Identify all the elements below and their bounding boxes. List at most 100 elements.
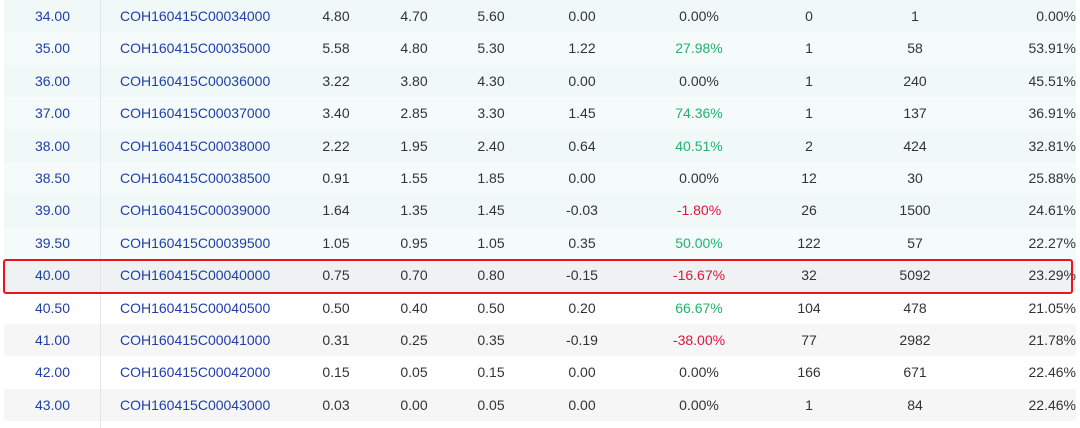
ask: 0.50 xyxy=(477,299,505,316)
volume: 166 xyxy=(797,364,821,381)
strike-link[interactable]: 34.00 xyxy=(34,8,71,24)
bid: 0.40 xyxy=(400,299,428,316)
open-interest: 57 xyxy=(907,234,923,251)
bid: 1.55 xyxy=(400,169,428,186)
percent-change: 0.00% xyxy=(679,72,719,89)
table-row: 41.00 COH160415C00041000 0.31 0.25 0.35 … xyxy=(4,323,1076,357)
bid: 0.05 xyxy=(400,364,428,381)
open-interest: 671 xyxy=(903,364,927,381)
last-price: 0.31 xyxy=(322,331,350,348)
volume: 2 xyxy=(805,137,813,154)
implied-volatility: 45.51% xyxy=(1028,72,1076,89)
percent-change: 40.51% xyxy=(675,137,723,154)
ask: 0.05 xyxy=(477,396,505,413)
change: 0.35 xyxy=(568,234,596,251)
percent-change: -38.00% xyxy=(672,331,726,348)
change: 0.00 xyxy=(568,169,596,186)
implied-volatility: 32.81% xyxy=(1028,137,1076,154)
open-interest: 58 xyxy=(907,40,923,57)
implied-volatility: 21.78% xyxy=(1028,331,1076,348)
open-interest: 137 xyxy=(903,105,927,122)
open-interest: 84 xyxy=(907,396,923,413)
contract-symbol-link[interactable]: COH160415C00039500 xyxy=(120,234,271,251)
strike-link[interactable]: 38.00 xyxy=(34,137,71,154)
table-row: 43.00 COH160415C00043000 0.03 0.00 0.05 … xyxy=(4,388,1076,422)
contract-symbol-link[interactable]: COH160415C00043000 xyxy=(120,396,271,413)
implied-volatility: 0.00% xyxy=(1036,8,1076,24)
column-divider xyxy=(100,0,101,428)
strike-link[interactable]: 39.00 xyxy=(34,202,71,219)
last-price: 0.03 xyxy=(322,396,350,413)
change: -0.15 xyxy=(566,267,598,284)
ask: 5.60 xyxy=(477,8,505,24)
change: 0.00 xyxy=(568,396,596,413)
contract-symbol-link[interactable]: COH160415C00042000 xyxy=(120,364,271,381)
volume: 104 xyxy=(797,299,821,316)
contract-symbol-link[interactable]: COH160415C00038500 xyxy=(120,169,271,186)
open-interest: 1500 xyxy=(899,202,931,219)
contract-symbol-link[interactable]: COH160415C00037000 xyxy=(120,105,271,122)
strike-link[interactable]: 35.00 xyxy=(34,40,71,57)
strike-link[interactable]: 40.50 xyxy=(34,299,71,316)
implied-volatility: 24.61% xyxy=(1028,202,1076,219)
bid: 1.95 xyxy=(400,137,428,154)
change: -0.03 xyxy=(566,202,598,219)
last-price: 2.22 xyxy=(322,137,350,154)
table-row: 38.00 COH160415C00038000 2.22 1.95 2.40 … xyxy=(4,129,1076,162)
contract-symbol-link[interactable]: COH160415C00040500 xyxy=(120,299,271,316)
strike-link[interactable]: 42.00 xyxy=(34,364,71,381)
strike-link[interactable]: 38.50 xyxy=(34,169,71,186)
contract-symbol-link[interactable]: COH160415C00034000 xyxy=(120,8,271,24)
volume: 1 xyxy=(805,105,813,122)
volume: 0 xyxy=(805,8,813,24)
contract-symbol-link[interactable]: COH160415C00038000 xyxy=(120,137,271,154)
contract-symbol-link[interactable]: COH160415C00039000 xyxy=(120,202,271,219)
bid: 2.85 xyxy=(400,105,428,122)
bid: 1.35 xyxy=(400,202,428,219)
bid: 3.80 xyxy=(400,72,428,89)
ask: 0.15 xyxy=(477,364,505,381)
percent-change: 0.00% xyxy=(679,169,719,186)
last-price: 5.58 xyxy=(322,40,350,57)
contract-symbol-link[interactable]: COH160415C00041000 xyxy=(120,331,271,348)
last-price: 1.05 xyxy=(322,234,350,251)
percent-change: 66.67% xyxy=(675,299,723,316)
implied-volatility: 22.27% xyxy=(1028,234,1076,251)
table-row: 39.00 COH160415C00039000 1.64 1.35 1.45 … xyxy=(4,194,1076,227)
strike-link[interactable]: 37.00 xyxy=(34,105,71,122)
last-price: 4.80 xyxy=(322,8,350,24)
bid: 0.00 xyxy=(400,396,428,413)
ask: 4.30 xyxy=(477,72,505,89)
last-price: 3.22 xyxy=(322,72,350,89)
open-interest: 2982 xyxy=(899,331,931,348)
contract-symbol-link[interactable]: COH160415C00040000 xyxy=(120,267,271,284)
contract-symbol-link[interactable]: COH160415C00036000 xyxy=(120,72,271,89)
ask: 1.45 xyxy=(477,202,505,219)
bid: 0.95 xyxy=(400,234,428,251)
strike-link[interactable]: 41.00 xyxy=(34,331,71,348)
last-price: 1.64 xyxy=(322,202,350,219)
percent-change: -16.67% xyxy=(672,267,726,284)
table-row-selected[interactable]: 40.00 COH160415C00040000 0.75 0.70 0.80 … xyxy=(4,259,1076,292)
strike-link[interactable]: 36.00 xyxy=(34,72,71,89)
open-interest: 30 xyxy=(907,169,923,186)
open-interest: 5092 xyxy=(899,267,931,284)
ask: 1.85 xyxy=(477,169,505,186)
strike-link[interactable]: 43.00 xyxy=(34,396,71,413)
change: 0.20 xyxy=(568,299,596,316)
strike-link[interactable]: 39.50 xyxy=(34,234,71,251)
table-row: 38.50 COH160415C00038500 0.91 1.55 1.85 … xyxy=(4,161,1076,195)
volume: 1 xyxy=(805,40,813,57)
last-price: 3.40 xyxy=(322,105,350,122)
contract-symbol-link[interactable]: COH160415C00035000 xyxy=(120,40,271,57)
change: 0.00 xyxy=(568,364,596,381)
strike-link[interactable]: 40.00 xyxy=(34,267,71,284)
change: 1.45 xyxy=(568,105,596,122)
volume: 1 xyxy=(805,72,813,89)
implied-volatility: 23.29% xyxy=(1028,267,1076,284)
ask: 0.35 xyxy=(477,331,505,348)
volume: 26 xyxy=(801,202,817,219)
percent-change: 0.00% xyxy=(679,396,719,413)
implied-volatility: 22.46% xyxy=(1028,364,1076,381)
implied-volatility: 36.91% xyxy=(1028,105,1076,122)
